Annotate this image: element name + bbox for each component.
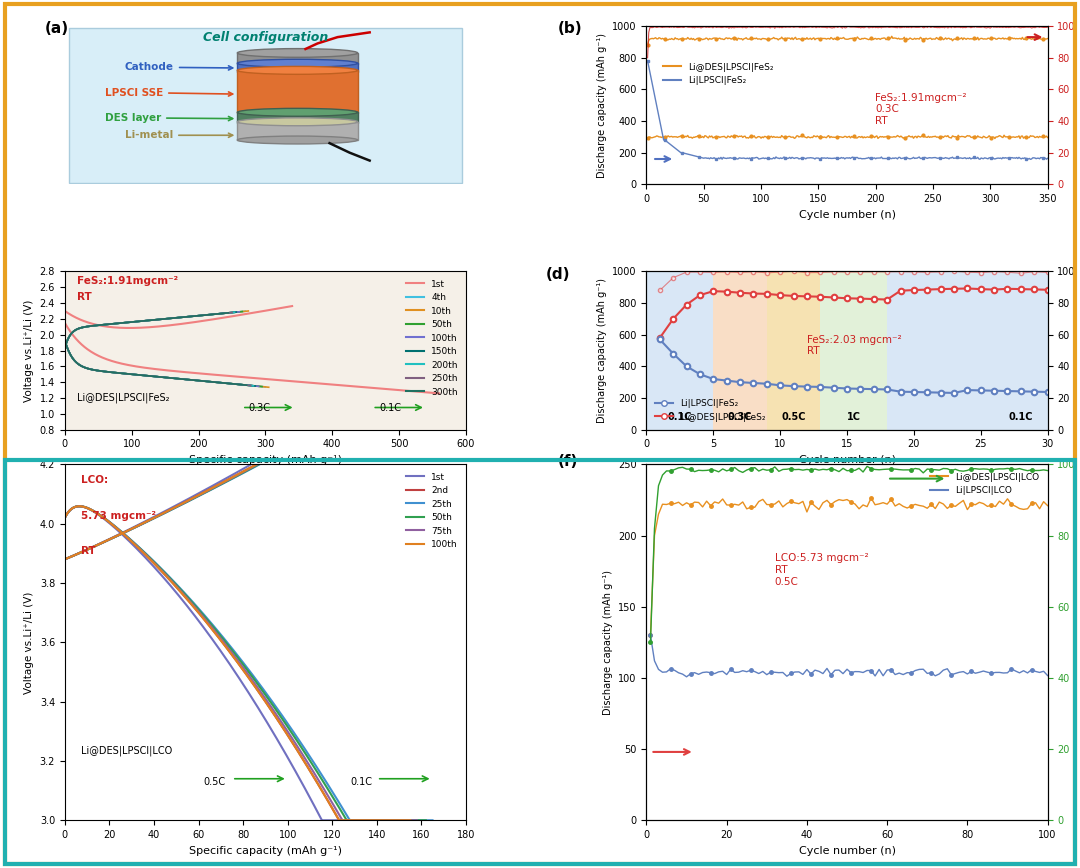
Text: 0.3C: 0.3C <box>728 412 753 422</box>
Legend: Li@DES|LPSCl|FeS₂, Li|LPSCl|FeS₂: Li@DES|LPSCl|FeS₂, Li|LPSCl|FeS₂ <box>659 59 777 89</box>
Legend: 1st, 2nd, 25th, 50th, 75th, 100th: 1st, 2nd, 25th, 50th, 75th, 100th <box>403 469 461 553</box>
X-axis label: Cycle number (n): Cycle number (n) <box>798 455 895 465</box>
Y-axis label: Discharge capacity (mAh g⁻¹): Discharge capacity (mAh g⁻¹) <box>596 33 607 178</box>
X-axis label: Specific capacity (mAh g⁻¹): Specific capacity (mAh g⁻¹) <box>189 845 342 856</box>
Text: Cell configuration: Cell configuration <box>203 30 328 43</box>
Text: 0.5C: 0.5C <box>203 777 225 786</box>
Text: (f): (f) <box>558 454 579 469</box>
Legend: Li|LPSCl|FeS₂, Li@DES|LPSCl|FeS₂: Li|LPSCl|FeS₂, Li@DES|LPSCl|FeS₂ <box>651 396 769 425</box>
FancyBboxPatch shape <box>238 63 357 72</box>
FancyBboxPatch shape <box>238 53 357 64</box>
X-axis label: Cycle number (n): Cycle number (n) <box>798 209 895 220</box>
Text: Li-metal: Li-metal <box>125 130 232 141</box>
Y-axis label: Discharge capacity (mAh g⁻¹): Discharge capacity (mAh g⁻¹) <box>603 569 612 715</box>
Text: FeS₂:2.03 mgcm⁻²
RT: FeS₂:2.03 mgcm⁻² RT <box>807 335 902 356</box>
Text: 5.73 mgcm⁻²: 5.73 mgcm⁻² <box>81 510 156 521</box>
Text: RT: RT <box>81 546 96 556</box>
Y-axis label: Voltage vs.Li⁺/Li (V): Voltage vs.Li⁺/Li (V) <box>24 591 35 694</box>
Text: LCO:5.73 mgcm⁻²
RT
0.5C: LCO:5.73 mgcm⁻² RT 0.5C <box>774 554 868 587</box>
Bar <box>887 272 1048 430</box>
Text: 1C: 1C <box>847 412 861 422</box>
Text: FeS₂:1.91mgcm⁻²: FeS₂:1.91mgcm⁻² <box>77 276 178 286</box>
Ellipse shape <box>238 67 357 75</box>
Text: 0.3C: 0.3C <box>248 403 271 412</box>
Text: (d): (d) <box>546 266 570 281</box>
Text: 0.1C: 0.1C <box>1009 412 1034 422</box>
Text: FeS₂:1.91mgcm⁻²
0.3C
RT: FeS₂:1.91mgcm⁻² 0.3C RT <box>875 93 967 126</box>
Y-axis label: Discharge capacity (mAh g⁻¹): Discharge capacity (mAh g⁻¹) <box>596 278 607 423</box>
Ellipse shape <box>238 136 357 144</box>
Bar <box>647 272 713 430</box>
Ellipse shape <box>238 108 357 116</box>
Text: 0.5C: 0.5C <box>781 412 806 422</box>
Ellipse shape <box>238 59 357 67</box>
Ellipse shape <box>238 118 357 126</box>
FancyBboxPatch shape <box>238 70 357 113</box>
Text: RT: RT <box>77 292 92 302</box>
Ellipse shape <box>238 49 357 57</box>
FancyBboxPatch shape <box>238 122 357 140</box>
FancyBboxPatch shape <box>69 28 462 183</box>
Text: 0.1C: 0.1C <box>350 777 372 786</box>
Text: (a): (a) <box>44 22 69 36</box>
Text: 0.1C: 0.1C <box>667 412 692 422</box>
X-axis label: Specific capacity (mAh g⁻¹): Specific capacity (mAh g⁻¹) <box>189 455 342 465</box>
Text: (b): (b) <box>558 22 583 36</box>
Text: 0.1C: 0.1C <box>379 403 401 412</box>
Bar <box>821 272 887 430</box>
Legend: 1st, 4th, 10th, 50th, 100th, 150th, 200th, 250th, 300th: 1st, 4th, 10th, 50th, 100th, 150th, 200t… <box>403 276 461 400</box>
Text: Li@DES|LPSCl|FeS₂: Li@DES|LPSCl|FeS₂ <box>77 392 170 403</box>
X-axis label: Cycle number (n): Cycle number (n) <box>798 845 895 856</box>
FancyBboxPatch shape <box>238 112 357 122</box>
Text: Li@DES|LPSCl|LCO: Li@DES|LPSCl|LCO <box>81 746 172 756</box>
Legend: Li@DES|LPSCl|LCO, Li|LPSCl|LCO: Li@DES|LPSCl|LCO, Li|LPSCl|LCO <box>927 469 1043 498</box>
Bar <box>767 272 821 430</box>
Text: LPSCl SSE: LPSCl SSE <box>105 88 232 97</box>
Bar <box>713 272 767 430</box>
Text: DES layer: DES layer <box>105 113 232 123</box>
Text: Cathode: Cathode <box>125 62 232 72</box>
Y-axis label: Voltage vs.Li⁺/Li (V): Voltage vs.Li⁺/Li (V) <box>24 299 35 402</box>
Text: LCO:: LCO: <box>81 475 108 485</box>
